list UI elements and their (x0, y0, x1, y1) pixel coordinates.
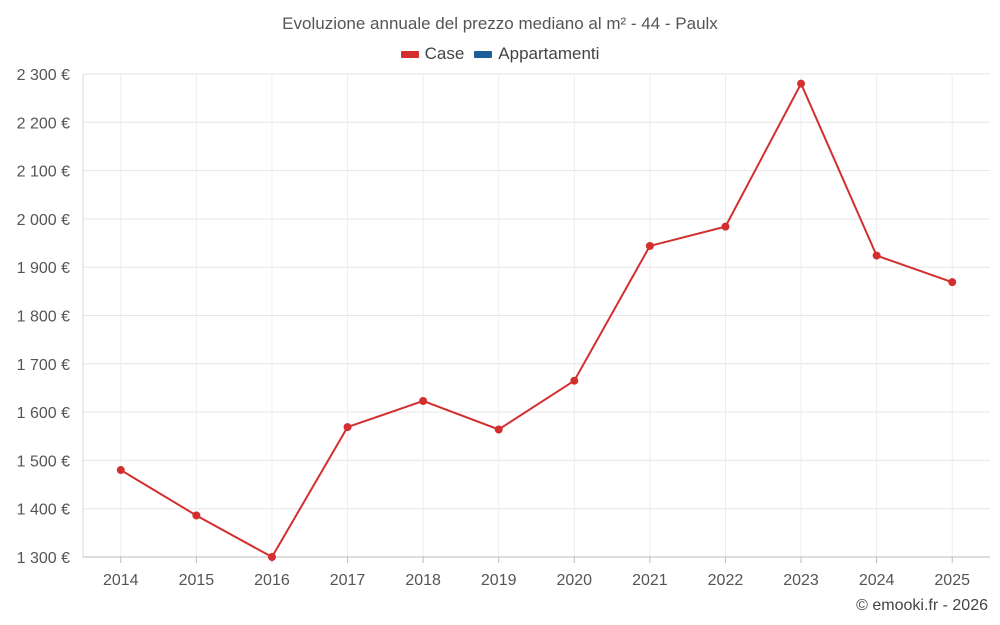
legend-label-appartamenti: Appartamenti (498, 44, 600, 63)
x-tick-label: 2014 (103, 572, 139, 589)
y-tick-label: 1 700 € (17, 357, 70, 374)
x-tick-label: 2021 (632, 572, 668, 589)
x-tick-label: 2023 (783, 572, 819, 589)
y-tick-label: 2 300 € (17, 67, 70, 84)
x-tick-label: 2017 (330, 572, 366, 589)
data-point (343, 423, 352, 432)
data-point (116, 466, 125, 475)
legend-label-case: Case (424, 44, 465, 63)
data-point (192, 511, 201, 520)
data-point (948, 278, 957, 287)
x-tick-label: 2020 (556, 572, 592, 589)
x-tick-label: 2018 (405, 572, 441, 589)
data-point (419, 396, 428, 405)
x-tick-label: 2022 (708, 572, 744, 589)
x-tick-label: 2016 (254, 572, 290, 589)
y-tick-label: 1 800 € (17, 309, 70, 326)
y-tick-label: 2 100 € (17, 164, 70, 181)
series-line-case (120, 81, 953, 559)
y-tick-label: 1 500 € (17, 453, 70, 470)
data-point (267, 553, 276, 561)
y-tick-label: 1 900 € (17, 260, 70, 277)
legend-swatch-case (400, 50, 419, 58)
legend-item-appartamenti[interactable]: Appartamenti (474, 44, 599, 64)
x-tick-label: 2015 (179, 572, 215, 589)
data-point (872, 251, 881, 260)
legend-item-case[interactable]: Case (400, 44, 465, 64)
y-tick-label: 2 000 € (17, 212, 70, 229)
chart-title: Evoluzione annuale del prezzo mediano al… (282, 14, 718, 33)
y-tick-label: 1 300 € (17, 550, 70, 567)
data-point (645, 241, 654, 250)
chart-legend: Case Appartamenti (0, 44, 1000, 64)
data-point (570, 376, 579, 385)
x-tick-label: 2025 (934, 572, 970, 589)
y-tick-label: 1 400 € (17, 502, 70, 519)
data-point (797, 79, 806, 88)
legend-swatch-appartamenti (474, 50, 493, 58)
y-tick-label: 2 200 € (17, 115, 70, 132)
data-point (721, 222, 730, 231)
x-tick-label: 2024 (859, 572, 895, 589)
x-tick-label: 2019 (481, 572, 517, 589)
credit-text: © emooki.fr - 2026 (856, 597, 988, 614)
data-point (494, 425, 503, 434)
y-tick-label: 1 600 € (17, 405, 70, 422)
